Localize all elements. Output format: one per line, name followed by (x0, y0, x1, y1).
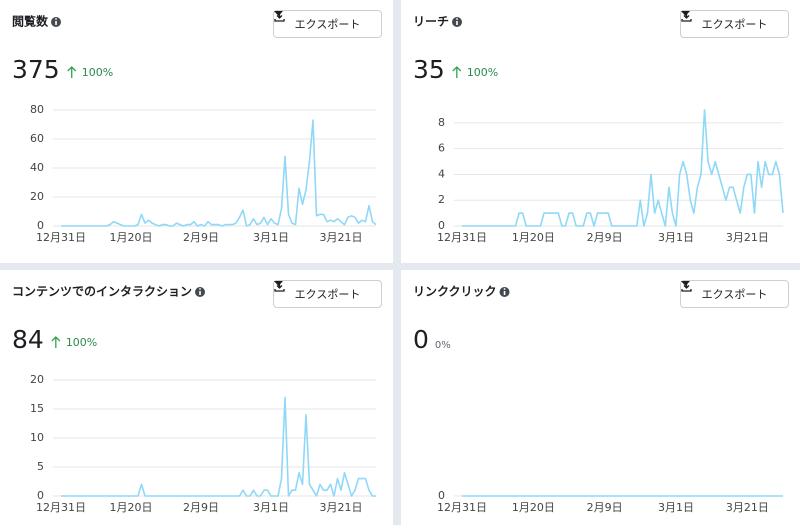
x-tick-label: 1月20日 (110, 231, 153, 244)
x-tick-label: 3月1日 (658, 501, 694, 514)
chart: リーチ 35 100% 0 2 4 6 8 12月31日 1月20日 2月9日 3月1日 3月21日 (413, 15, 784, 244)
x-tick-label: 1月20日 (512, 231, 555, 244)
x-tick-label: 12月31日 (437, 231, 487, 244)
y-tick-label: 8 (438, 116, 445, 129)
x-tick-label: 3月21日 (726, 231, 769, 244)
y-tick-label: 6 (438, 142, 445, 155)
y-tick-label: 40 (30, 161, 44, 174)
x-tick-label: 3月21日 (726, 501, 769, 514)
change-value: 100% (82, 66, 113, 79)
data-line (61, 119, 377, 227)
caret-icon (274, 281, 283, 286)
export-button[interactable]: エクスポート (273, 280, 382, 308)
info-icon-dot (503, 288, 506, 290)
y-tick-label: 15 (30, 402, 44, 415)
x-tick-label: 3月1日 (658, 231, 694, 244)
caret-icon (274, 11, 283, 16)
total-value: 0 (413, 325, 429, 354)
export-label: エクスポート (701, 288, 768, 301)
data-line (61, 396, 376, 497)
change-value: 0% (435, 340, 451, 351)
info-icon-stem (55, 21, 57, 25)
y-tick-label: 4 (438, 167, 445, 180)
total-value: 84 (12, 325, 44, 354)
panel: リンククリック 0 0% 0 12月31日 1月20日 2月9日 3月1日 3月21日 エクスポー… (401, 270, 800, 525)
trend-arrow (67, 66, 77, 78)
export-button[interactable]: エクスポート (273, 10, 382, 38)
x-tick-label: 12月31日 (36, 231, 86, 244)
panel: 閲覧数 375 100% 0 20 40 60 80 12月31日 1月20日 2月9日 3月1日 3月… (0, 0, 393, 263)
x-tick-label: 3月1日 (253, 231, 289, 244)
trend-arrow (51, 336, 61, 348)
panel: リーチ 35 100% 0 2 4 6 8 12月31日 1月20日 2月9日 3月1日 3月21日 エク… (401, 0, 800, 263)
x-tick-label: 1月20日 (110, 501, 153, 514)
export-button[interactable]: エクスポート (680, 10, 789, 38)
export-label: エクスポート (294, 18, 361, 31)
y-tick-label: 0 (37, 489, 44, 502)
data-line (462, 109, 784, 227)
chart-title: リンククリック (413, 285, 497, 299)
panel: コンテンツでのインタラクション 84 100% 0 5 10 15 20 12月31日 1月20日… (0, 270, 393, 525)
change-value: 100% (467, 66, 498, 79)
total-value: 35 (413, 55, 445, 84)
x-tick-label: 2月9日 (587, 501, 623, 514)
caret-icon (681, 11, 690, 16)
y-tick-label: 5 (37, 460, 44, 473)
y-tick-label: 20 (30, 373, 44, 386)
y-tick-label: 80 (30, 103, 44, 116)
export-label: エクスポート (701, 18, 768, 31)
chart-title: リーチ (413, 15, 449, 29)
trend-arrow (452, 66, 462, 78)
info-icon-dot (55, 18, 57, 20)
info-icon-dot (199, 288, 201, 290)
x-tick-label: 12月31日 (36, 501, 86, 514)
export-button[interactable]: エクスポート (680, 280, 789, 308)
info-icon-dot (456, 18, 458, 20)
chart: コンテンツでのインタラクション 84 100% 0 5 10 15 20 12月31日 1月20日… (12, 285, 376, 514)
x-tick-label: 12月31日 (437, 501, 487, 514)
x-tick-label: 3月1日 (253, 501, 289, 514)
export-label: エクスポート (294, 288, 361, 301)
y-tick-label: 2 (438, 193, 445, 206)
y-tick-label: 10 (30, 431, 44, 444)
info-icon-stem (503, 291, 506, 295)
change-value: 100% (66, 336, 97, 349)
info-icon-stem (456, 21, 458, 25)
x-tick-label: 2月9日 (587, 231, 623, 244)
chart: 閲覧数 375 100% 0 20 40 60 80 12月31日 1月20日 2月9日 3月1日 3月… (12, 14, 377, 244)
chart-title: 閲覧数 (12, 14, 49, 29)
total-value: 375 (12, 55, 60, 84)
chart-title: コンテンツでのインタラクション (12, 285, 192, 299)
x-tick-label: 3月21日 (320, 231, 363, 244)
y-tick-label: 60 (30, 132, 44, 145)
info-icon-stem (199, 291, 201, 295)
x-tick-label: 3月21日 (320, 501, 363, 514)
x-tick-label: 2月9日 (183, 501, 219, 514)
caret-icon (681, 281, 690, 286)
x-tick-label: 2月9日 (183, 231, 219, 244)
y-tick-label: 20 (30, 190, 44, 203)
y-tick-label: 0 (438, 489, 445, 502)
y-tick-label: 0 (37, 219, 44, 232)
x-tick-label: 1月20日 (512, 501, 555, 514)
y-tick-label: 0 (438, 219, 445, 232)
